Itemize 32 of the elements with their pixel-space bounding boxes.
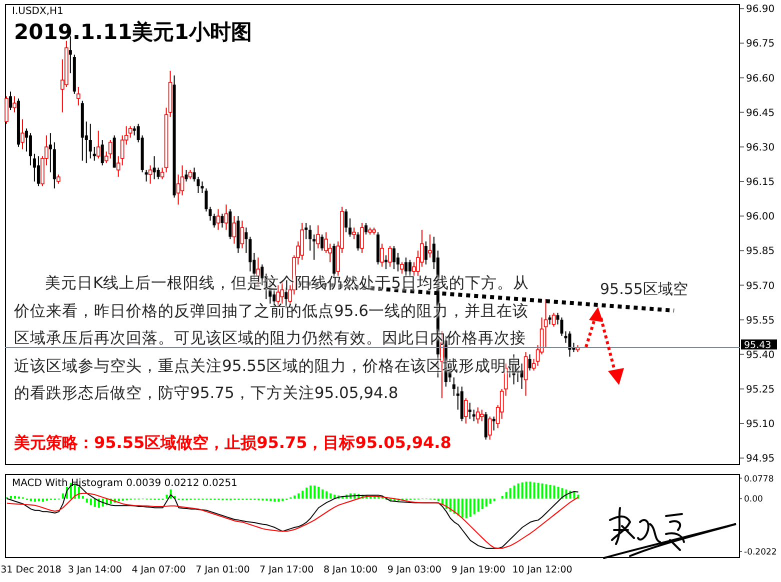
x-tick-label: 31 Dec 2018: [0, 564, 62, 576]
y-tick-label: 95.70: [746, 280, 775, 292]
y-tick-label: 94.95: [746, 454, 775, 465]
x-tick-label: 7 Jan 01:00: [196, 564, 250, 576]
y-tick-label: 96.45: [746, 108, 775, 119]
y-tick-label: 96.15: [746, 177, 775, 188]
y-tick-label: 96.90: [746, 4, 775, 16]
annotation: 美元策略：95.55区域做空，止损95.75，目标95.05,94.8: [14, 433, 452, 454]
y-tick-label: 95.40: [746, 350, 775, 361]
x-tick-label: 4 Jan 07:00: [132, 564, 186, 576]
y-tick-label: 96.75: [746, 38, 775, 50]
y-tick-label: 95.85: [746, 246, 775, 258]
x-tick-label: 7 Jan 17:00: [260, 564, 314, 576]
y-tick-label: 95.10: [746, 419, 775, 430]
x-tick-label: 3 Jan 14:00: [68, 564, 122, 576]
y-tick-label: 96.00: [746, 212, 775, 223]
y-tick-label: 96.60: [746, 73, 775, 84]
y-tick-label: 96.30: [746, 142, 775, 154]
annotation: 95.55区域空: [600, 280, 688, 299]
ref-line-label: 95.43: [744, 340, 772, 351]
chart-title: MACD With Histogram 0.0039 0.0212 0.0251: [12, 478, 238, 489]
chart-subtitle: I.USDX,H1: [12, 6, 64, 17]
x-tick-label: 9 Jan 03:00: [387, 564, 442, 576]
x-tick-label: 8 Jan 10:00: [323, 564, 378, 576]
text: 2019.1.11美元1小时图: [14, 19, 252, 46]
y-tick-label: -0.2022: [744, 548, 777, 558]
y-tick-label: 95.25: [746, 384, 775, 396]
y-tick-label: 0.0778: [744, 474, 774, 484]
y-tick-label: 0.00: [744, 494, 763, 505]
x-tick-label: 9 Jan 19:00: [451, 564, 506, 576]
y-tick-label: 95.55: [746, 315, 775, 326]
x-tick-label: 10 Jan 12:00: [512, 564, 572, 576]
